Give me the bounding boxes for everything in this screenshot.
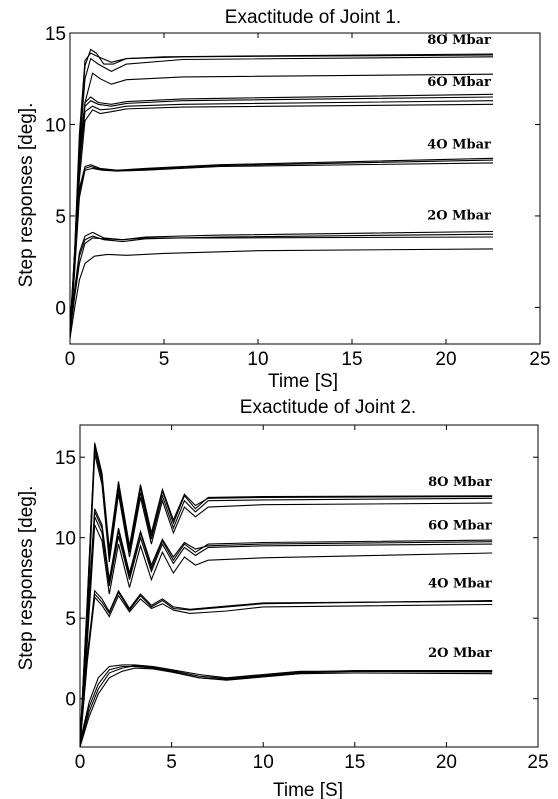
series-line	[69, 233, 494, 330]
series-line	[69, 159, 494, 334]
y-tick-label: 15	[45, 24, 66, 45]
chart-joint-2: Exactitude of Joint 2. Step responses [d…	[16, 397, 549, 799]
series-line	[69, 48, 494, 335]
series-line	[79, 591, 493, 744]
x-tick-label: 15	[341, 349, 362, 370]
y-tick-label: 10	[55, 529, 76, 550]
x-tick-label: 20	[436, 752, 457, 773]
chart-joint-1: Exactitude of Joint 1. Step responses [d…	[16, 7, 551, 392]
pressure-annotation: 6O Mbar	[428, 519, 492, 534]
y-tick-label: 10	[45, 115, 66, 136]
pressure-annotation: 2O Mbar	[427, 209, 491, 224]
series-line	[79, 664, 493, 743]
series-line	[69, 236, 494, 334]
series-line	[79, 453, 493, 748]
series-line	[79, 442, 493, 744]
series-line	[79, 445, 493, 746]
x-axis-label: Time [S]	[273, 780, 343, 799]
x-tick-label: 25	[527, 752, 548, 773]
axes-frame	[79, 424, 539, 748]
axes-frame	[69, 32, 541, 345]
chart-title: Exactitude of Joint 2.	[240, 397, 416, 418]
series-line	[69, 162, 494, 337]
pressure-annotation: 4O Mbar	[428, 577, 492, 592]
series-line	[69, 72, 494, 337]
pressure-annotation: 6O Mbar	[427, 75, 491, 90]
series-line	[79, 589, 493, 743]
series-line	[69, 52, 494, 330]
plot-area: 0 5 10 15 20 25 0 5 10 15 8O Mbar 6O Mbar 4O Mbar 2O …	[55, 424, 549, 773]
pressure-annotation: 2O Mbar	[428, 646, 492, 661]
series-line	[79, 665, 493, 746]
x-axis-label: Time [S]	[268, 371, 338, 392]
series-line	[69, 157, 494, 330]
x-tick-label: 0	[75, 752, 86, 773]
chart-title: Exactitude of Joint 1.	[225, 7, 401, 28]
series-line	[79, 667, 493, 748]
pressure-annotation: 4O Mbar	[427, 137, 491, 152]
y-tick-label: 15	[55, 448, 76, 469]
x-tick-label: 0	[65, 349, 76, 370]
pressure-annotation: 8O Mbar	[427, 33, 491, 48]
x-tick-label: 10	[253, 752, 274, 773]
series-line	[79, 594, 493, 746]
y-tick-label: 0	[55, 298, 66, 319]
x-tick-label: 5	[166, 752, 177, 773]
series-line	[79, 508, 493, 743]
y-tick-label: 5	[65, 609, 76, 630]
y-tick-label: 0	[65, 690, 76, 711]
series-line	[79, 516, 493, 746]
series-line	[79, 511, 493, 744]
x-tick-label: 20	[435, 349, 456, 370]
pressure-annotation: 8O Mbar	[428, 475, 492, 490]
plot-area: 0 5 10 15 20 25 0 5 10 15 8O Mbar 6O Mbar 4O Mbar 2O …	[45, 24, 551, 370]
x-tick-label: 10	[247, 349, 268, 370]
y-tick-label: 5	[55, 207, 66, 228]
x-tick-label: 25	[529, 349, 550, 370]
y-axis-label: Step responses [deg].	[16, 486, 37, 671]
series-line	[69, 230, 494, 326]
series-line	[79, 448, 493, 743]
x-tick-label: 5	[159, 349, 170, 370]
x-tick-label: 15	[344, 752, 365, 773]
series-line	[79, 665, 493, 744]
series-line	[69, 248, 494, 339]
y-axis-label: Step responses [deg].	[16, 103, 37, 288]
series-line	[79, 524, 493, 748]
